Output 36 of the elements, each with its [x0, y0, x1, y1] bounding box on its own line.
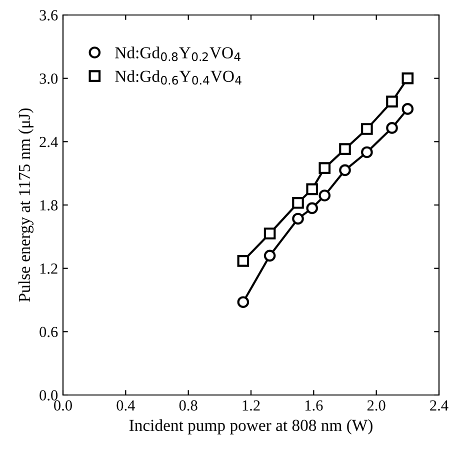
point [306, 183, 318, 196]
point [306, 202, 318, 214]
point [339, 164, 351, 176]
y-tick-label: 3.6 [40, 10, 58, 21]
point [237, 296, 250, 308]
x-axis-title: Incident pump power at 808 nm (W) [129, 419, 372, 434]
y-axis-title: Pulse energy at 1175 nm (μJ) [18, 108, 34, 302]
x-tick-label: 1.2 [242, 400, 260, 411]
point [339, 143, 351, 155]
y-tick-label: 1.8 [40, 200, 58, 211]
point [402, 72, 414, 84]
y-tick-label: 2.4 [40, 136, 58, 148]
point [361, 123, 373, 135]
point [264, 228, 276, 240]
point [402, 103, 414, 115]
y-tick-label: 1.2 [40, 264, 58, 274]
point [386, 122, 398, 134]
x-tick-label: 2.4 [430, 400, 448, 411]
x-tick-label: 2.0 [367, 400, 386, 411]
y-tick-label: 0.6 [40, 326, 58, 338]
x-tick-label: 0.8 [179, 400, 198, 411]
x-tick-label: 0.0 [54, 400, 72, 411]
x-tick-label: 1.6 [305, 400, 323, 411]
point [318, 162, 331, 174]
point [292, 196, 304, 209]
y-tick-label: 0.0 [40, 390, 58, 401]
point [386, 96, 398, 108]
y-tick-label: 3.0 [40, 73, 58, 84]
legend-label: Nd:Gd$_{0.6}$Y$_{0.4}$VO$_{4}$ [115, 70, 242, 85]
point [361, 146, 373, 158]
point [237, 255, 250, 267]
point [292, 212, 304, 225]
legend-label: Nd:Gd$_{0.8}$Y$_{0.2}$VO$_{4}$ [115, 46, 240, 62]
point [264, 250, 276, 262]
x-tick-label: 0.4 [116, 400, 135, 411]
point [318, 190, 331, 202]
